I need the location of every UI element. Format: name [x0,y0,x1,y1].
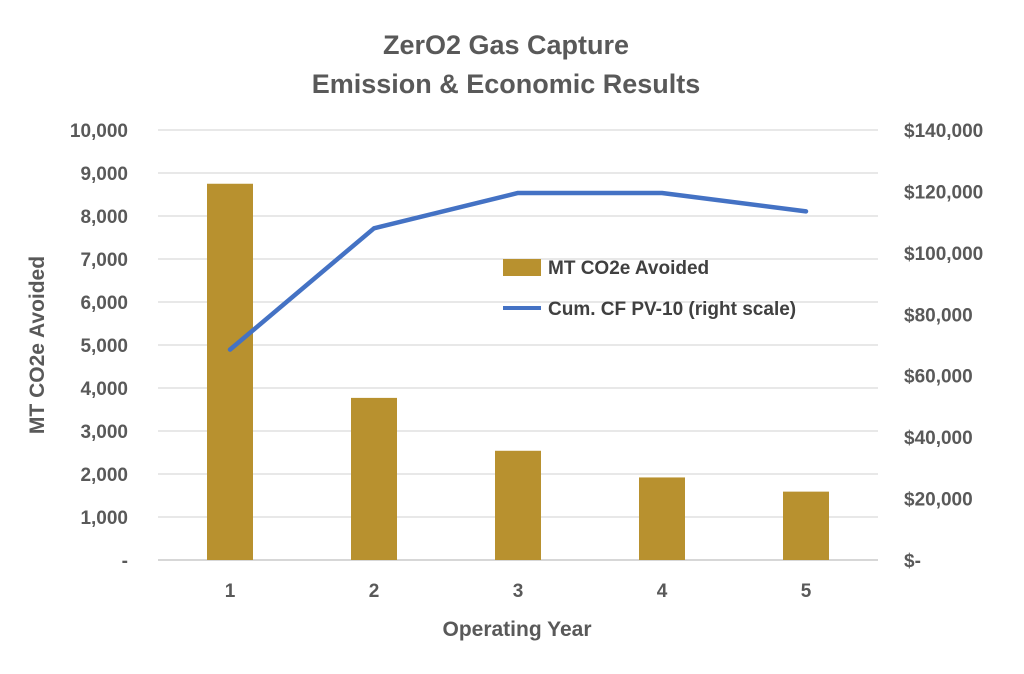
y2-tick-label: $80,000 [904,305,973,326]
legend-label-line: Cum. CF PV-10 (right scale) [548,299,796,320]
y2-tick-label: $100,000 [904,244,983,265]
legend-label-bar: MT CO2e Avoided [548,258,709,279]
y-tick-label: 5,000 [80,336,128,357]
legend: MT CO2e Avoided Cum. CF PV-10 (right sca… [503,258,796,320]
y-tick-label: 1,000 [80,508,128,529]
y2-tick-label: $20,000 [904,490,973,511]
y-tick-label: 7,000 [80,250,128,271]
y-tick-label: 2,000 [80,465,128,486]
y-axis-right-ticks: $- $20,000 $40,000 $60,000 $80,000 $100,000 $1… [904,121,983,572]
x-tick-label: 1 [225,581,236,602]
x-tick-label: 4 [657,581,668,602]
bar-series [207,184,829,560]
y2-tick-label: $120,000 [904,182,983,203]
x-axis-title: Operating Year [442,618,591,641]
chart-title-line-1: ZerO2 Gas Capture [383,30,629,60]
y-tick-label: 10,000 [70,121,128,142]
y-tick-label: 3,000 [80,422,128,443]
y2-tick-label: $60,000 [904,367,973,388]
y2-tick-label: $140,000 [904,121,983,142]
x-tick-label: 2 [369,581,380,602]
bar-year-5 [783,492,829,560]
y2-tick-label: $- [904,551,921,572]
bar-year-4 [639,477,685,560]
bar-year-3 [495,451,541,560]
y-tick-label: - [122,551,128,572]
y-tick-label: 9,000 [80,164,128,185]
bar-year-2 [351,398,397,560]
y-tick-label: 4,000 [80,379,128,400]
y-axis-title: MT CO2e Avoided [26,256,49,434]
y-axis-left-ticks: - 1,000 2,000 3,000 4,000 5,000 6,000 7,000 8,00… [70,121,128,572]
legend-swatch-bar [503,259,541,276]
x-tick-label: 3 [513,581,524,602]
x-axis-ticks: 1 2 3 4 5 [225,581,812,602]
chart-title-line-2: Emission & Economic Results [312,69,701,99]
y2-tick-label: $40,000 [904,428,973,449]
y-tick-label: 6,000 [80,293,128,314]
x-tick-label: 5 [801,581,812,602]
y-tick-label: 8,000 [80,207,128,228]
bar-year-1 [207,184,253,560]
